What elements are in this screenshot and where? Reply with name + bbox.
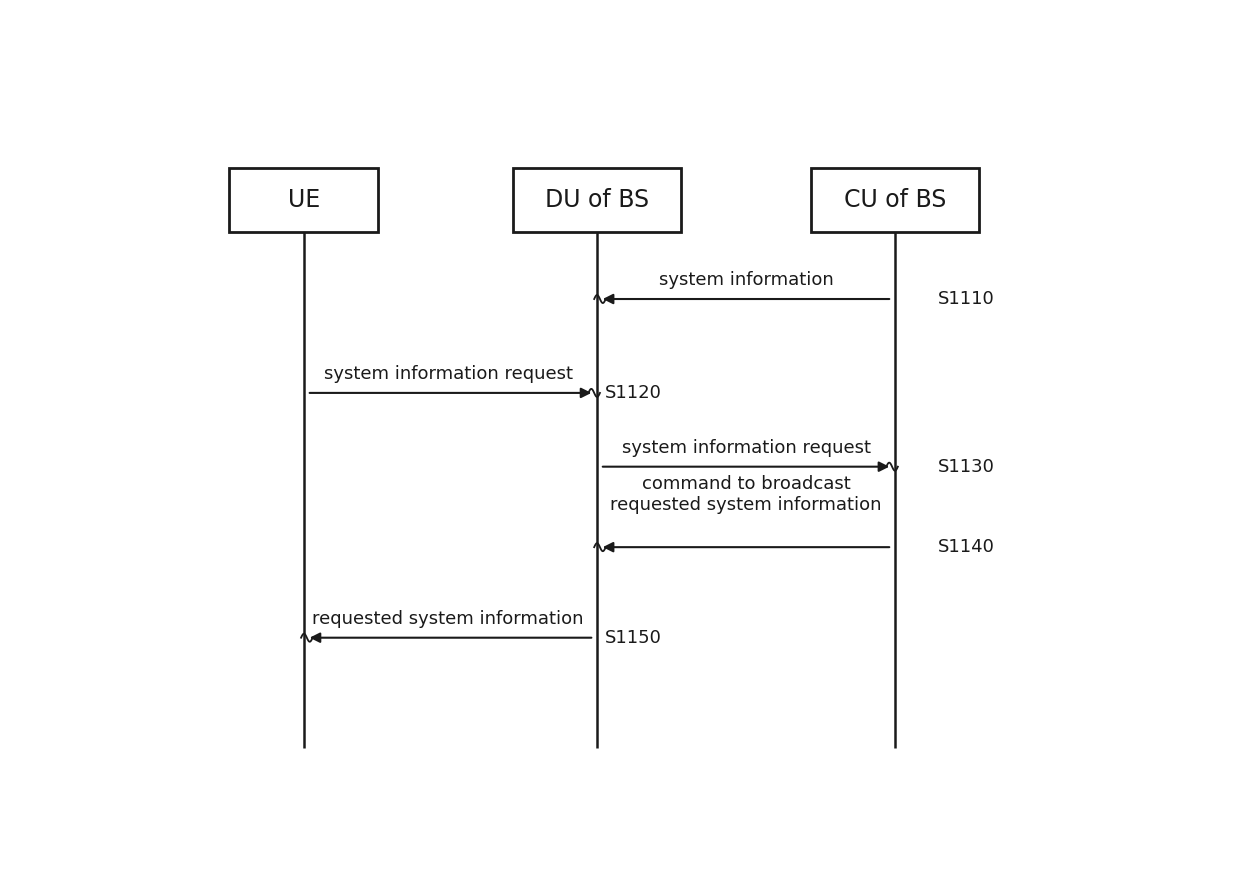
Text: system information request: system information request <box>621 439 870 456</box>
Text: DU of BS: DU of BS <box>546 188 649 213</box>
Text: S1120: S1120 <box>605 384 662 402</box>
Bar <box>229 168 378 232</box>
Text: command to broadcast
requested system information: command to broadcast requested system in… <box>610 475 882 514</box>
Text: S1140: S1140 <box>939 538 994 557</box>
Text: UE: UE <box>288 188 320 213</box>
Text: S1110: S1110 <box>939 290 994 308</box>
Text: S1150: S1150 <box>605 629 662 646</box>
Text: requested system information: requested system information <box>312 610 584 628</box>
Text: S1130: S1130 <box>939 457 994 476</box>
Text: CU of BS: CU of BS <box>843 188 946 213</box>
Text: system information: system information <box>658 271 833 289</box>
Text: system information request: system information request <box>324 365 573 383</box>
Bar <box>811 168 980 232</box>
Bar <box>513 168 681 232</box>
